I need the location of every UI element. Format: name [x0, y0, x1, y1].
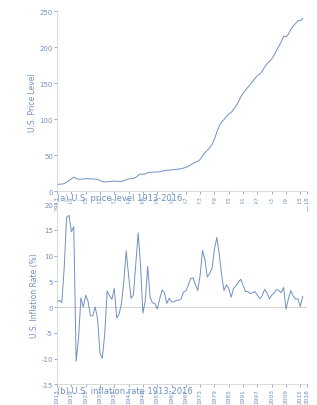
Y-axis label: U.S. Price Level: U.S. Price Level — [28, 73, 37, 131]
Text: (a) U.S. price level 1913-2016: (a) U.S. price level 1913-2016 — [57, 194, 183, 203]
Text: (b) U.S. inflation rate 1913-2016: (b) U.S. inflation rate 1913-2016 — [57, 386, 193, 395]
X-axis label: Year: Year — [173, 213, 191, 222]
Y-axis label: U.S. Inflation Rate (%): U.S. Inflation Rate (%) — [29, 252, 39, 337]
